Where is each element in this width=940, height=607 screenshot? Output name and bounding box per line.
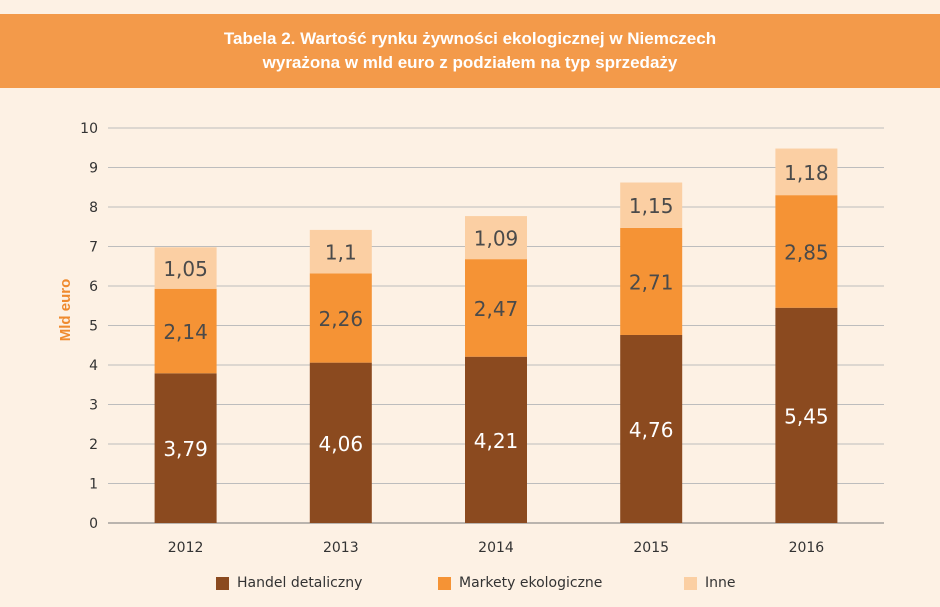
legend-label: Markety ekologiczne [459,575,603,591]
data-label: 4,21 [474,429,519,453]
x-tick-label: 2016 [789,540,825,556]
data-label: 4,76 [629,418,674,442]
data-label: 1,18 [784,161,829,185]
bar-segment [775,195,838,308]
data-label: 5,45 [784,404,829,428]
legend-swatch [684,576,697,590]
x-tick-label: 2013 [323,540,359,556]
y-tick-label: 6 [89,279,98,295]
data-label: 1,15 [629,194,674,218]
bar-segment [620,334,683,523]
chart-title-line1: Tabela 2. Wartość rynku żywności ekologi… [223,29,717,48]
bar-segment [620,227,683,335]
bar-segment [775,148,838,196]
y-tick-label: 10 [80,121,98,137]
x-tick-label: 2014 [478,540,514,556]
legend-swatch [216,576,229,590]
bar-segment [775,307,838,523]
legend-item: Handel detaliczny [216,575,362,591]
x-tick-label: 2015 [633,540,669,556]
bar-segment [309,273,372,363]
bar-segment [154,373,217,523]
y-tick-label: 3 [89,398,98,414]
bar-segment [154,247,217,289]
data-label: 1,09 [474,227,519,251]
bar-segment [465,356,527,523]
y-tick-label: 5 [89,319,98,335]
legend-item: Inne [684,575,736,591]
chart-title-line2: wyrażona w mld euro z podziałem na typ s… [262,53,678,72]
y-axis-label: Mld euro [57,279,74,342]
legend-swatch [438,576,451,590]
chart-title: Tabela 2. Wartość rynku żywności ekologi… [0,14,940,88]
data-label: 3,79 [163,437,208,461]
legend-item: Markety ekologiczne [438,575,602,591]
y-tick-label: 2 [89,437,98,453]
stacked-bar-chart: 0 1 2 3 4 5 6 7 8 9 10 Mld euro 3,79 2,14 1,05 2012 4,06… [57,121,884,556]
data-label: 2,71 [629,270,674,294]
data-label: 2,14 [163,320,208,344]
y-tick-label: 8 [89,200,98,216]
data-label: 2,85 [784,240,829,264]
data-label: 2,26 [319,307,364,331]
x-tick-label: 2012 [168,540,204,556]
bar-segment [465,216,527,260]
y-tick-label: 4 [89,358,98,374]
bar-segment [154,288,217,374]
y-tick-label: 7 [89,240,98,256]
data-label: 1,05 [163,257,208,281]
chart-legend: Handel detaliczny Markety ekologiczne Inne [0,570,940,598]
y-tick-label: 1 [89,477,98,493]
y-tick-label: 0 [89,516,98,532]
bar-segment [309,362,372,523]
legend-label: Handel detaliczny [237,575,363,591]
y-tick-label: 9 [89,161,98,177]
bar-segment [620,182,683,228]
legend-label: Inne [705,575,736,591]
data-label: 2,47 [474,297,519,321]
data-label: 1,1 [325,241,357,265]
data-label: 4,06 [319,432,364,456]
bar-segment [465,259,527,357]
bar-segment [309,229,372,274]
